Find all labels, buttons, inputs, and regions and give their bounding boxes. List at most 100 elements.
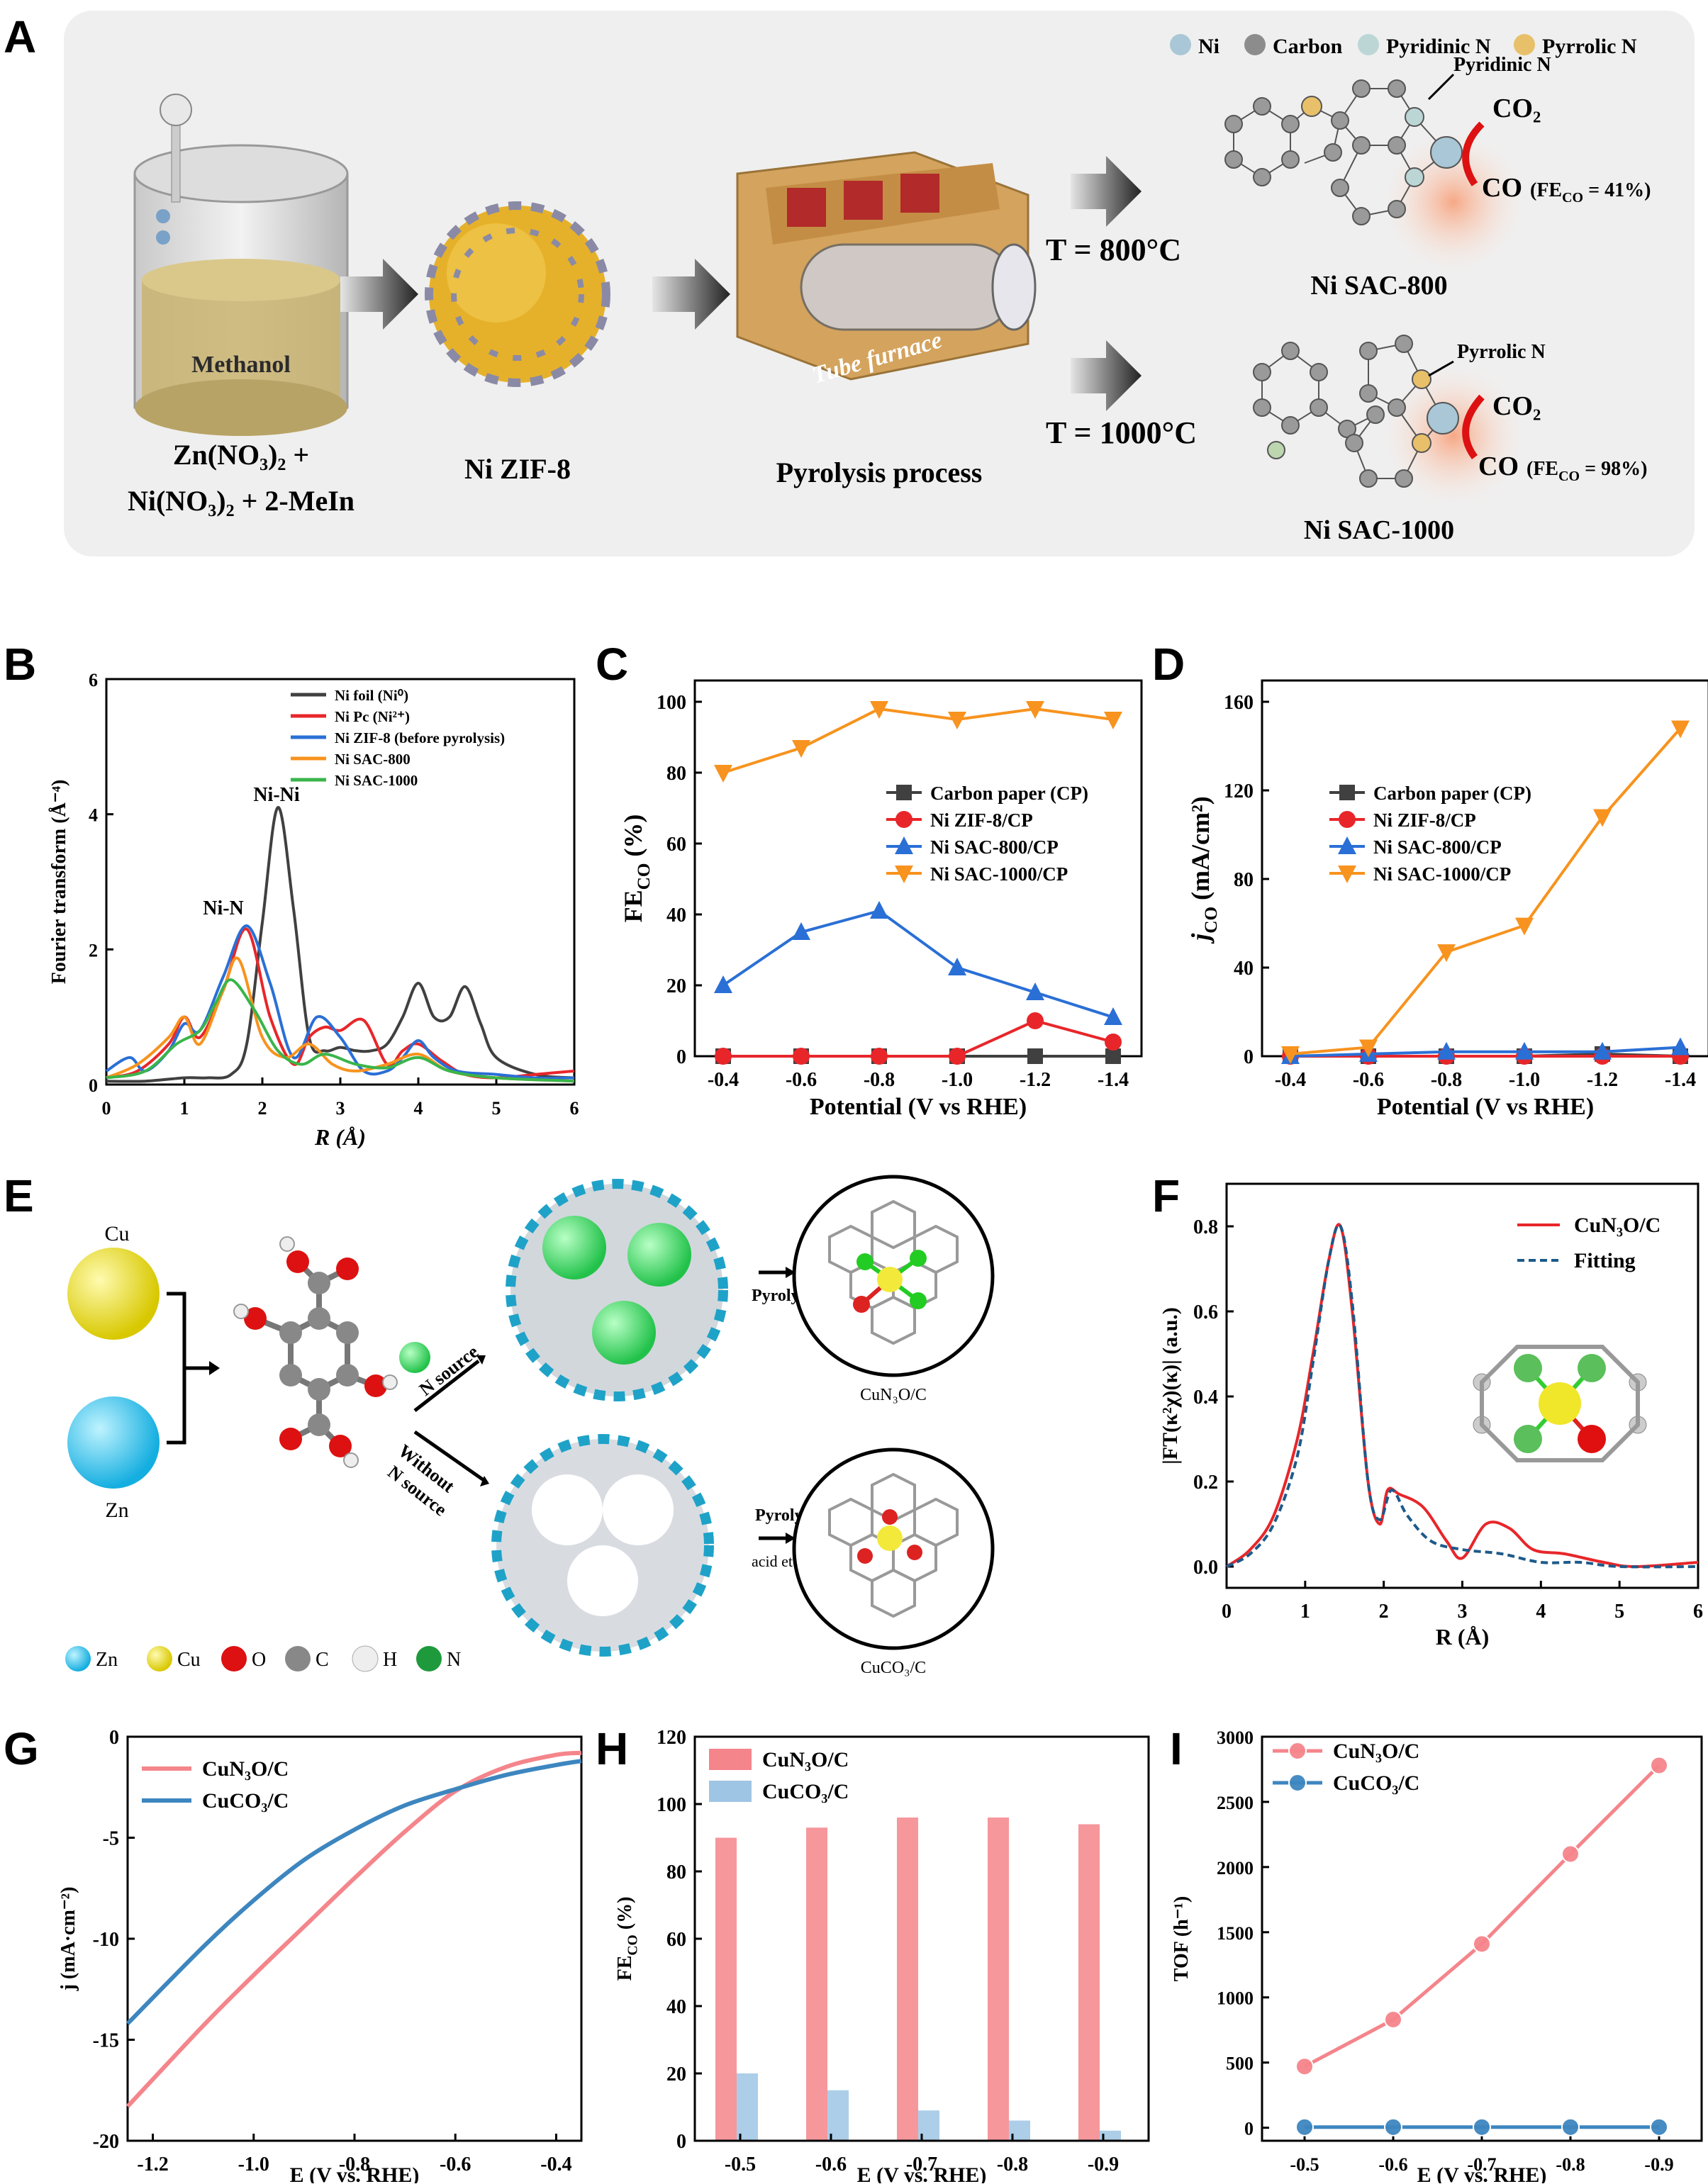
legend-marker (895, 811, 912, 828)
arrow-icon (340, 259, 418, 330)
panel-label-h: H (596, 1723, 629, 1774)
inset-n-atom (1578, 1354, 1606, 1382)
zn-label: Zn (105, 1499, 128, 1522)
precursor-line2: Ni(NO₃)₂ + 2-MeIn (128, 485, 355, 517)
data-point (792, 740, 810, 758)
plot-frame (126, 1735, 583, 2142)
y-tick-label: 3000 (1217, 1727, 1254, 1748)
legend-label: CuN₃O/C (1333, 1740, 1419, 1763)
bar (897, 1818, 918, 2141)
y-tick-label: 1500 (1217, 1923, 1254, 1944)
x-tick-label: -0.8 (1431, 1069, 1462, 1091)
series-line-1 (723, 1019, 1114, 1058)
svg-text:N: N (447, 1649, 461, 1671)
bar (988, 1818, 1009, 2141)
x-tick-label: -0.8 (997, 2154, 1028, 2175)
bracket (167, 1292, 186, 1445)
legend-label: Carbon paper (CP) (1373, 783, 1531, 804)
co-1000: CO (1478, 452, 1519, 481)
y-axis-label: FECO (%) (619, 814, 654, 923)
bar (827, 2090, 849, 2141)
legend-label: CuCO₃/C (202, 1789, 289, 1813)
series-line-cun3o (1225, 1223, 1699, 1569)
y-tick-label: 60 (666, 834, 686, 856)
x-tick-label: 6 (570, 1098, 579, 1119)
data-point (1650, 1756, 1668, 1775)
x-tick-label: -0.4 (708, 1069, 739, 1091)
y-tick-label: 40 (1234, 958, 1254, 980)
data-point (1437, 1041, 1456, 1060)
legend-pyrrolic: Pyrrolic N (1542, 35, 1637, 58)
n-icon (416, 1646, 442, 1671)
arrow-head-icon (209, 1361, 220, 1375)
legend-label: Ni ZIF-8/CP (930, 810, 1033, 831)
data-point (714, 765, 732, 783)
legend-marker (895, 836, 913, 854)
legend-label: Fitting (1574, 1249, 1636, 1272)
x-axis-label: R (Å) (1436, 1624, 1490, 1650)
data-point (1561, 1844, 1580, 1864)
legend-label: Ni SAC-800 (335, 751, 411, 768)
data-point (1593, 809, 1612, 827)
product1-label: CuN₃O/C (860, 1386, 927, 1404)
y-tick-label: 0 (1244, 2119, 1254, 2139)
legend-label: Carbon paper (CP) (930, 783, 1088, 804)
reaction-arrow-icon (1462, 121, 1485, 186)
panel-a-schematic: Methanol Zn(NO₃)₂ + Ni(NO₃)₂ + 2-MeIn Ni… (64, 11, 1695, 556)
y-tick-label: 0.8 (1193, 1216, 1218, 1238)
x-axis-label: E (V vs. RHE) (1417, 2163, 1547, 2183)
chart-b: 0 1 2 3 4 5 6 0 2 4 6 Ni foil (Ni⁰) Ni Pc (Ni²⁺) Ni Z… (48, 670, 579, 1148)
y-axis-label: j (mA·cm⁻²) (57, 1887, 79, 1992)
x-tick-label: -0.7 (1467, 2154, 1496, 2175)
x-tick-label: -0.6 (1353, 1069, 1384, 1091)
y-tick-label: 2 (89, 940, 98, 961)
series-line-4 (106, 978, 575, 1083)
data-point (1104, 712, 1122, 729)
y-tick-label: 20 (666, 2063, 686, 2085)
legend-label: CuN₃O/C (1574, 1214, 1660, 1237)
data-point (792, 922, 810, 940)
y-tick-label: 2000 (1217, 1858, 1254, 1878)
data-point (1671, 1037, 1690, 1055)
y-tick-label: 0 (676, 2131, 686, 2153)
legend-label: Ni SAC-1000/CP (1373, 863, 1511, 885)
arrow-icon (1071, 156, 1142, 227)
fe-800: (FECO = 41%) (1530, 179, 1651, 206)
x-tick-label: 4 (1536, 1601, 1546, 1623)
data-point (1295, 2057, 1314, 2076)
bar (715, 1837, 737, 2141)
legend-label: CuN₃O/C (762, 1748, 849, 1771)
co2-800: CO₂ (1492, 94, 1541, 123)
data-point (715, 1048, 732, 1065)
pointer-arrow (1428, 360, 1454, 377)
data-point (871, 1048, 888, 1065)
legend-label: Ni foil (Ni⁰) (335, 687, 408, 704)
chart-d: -0.4 -0.6 -0.8 -1.0 -1.2 -1.4 0 40 80 120 160 Carbo… (1186, 679, 1708, 1120)
mof-with-n-illustration (506, 1179, 728, 1401)
bar (1078, 1824, 1100, 2141)
svg-text:Zn: Zn (96, 1649, 118, 1671)
atom-legend: Ni Carbon Pyridinic N Pyrrolic N (1170, 34, 1637, 58)
reaction-arrow-icon (1462, 394, 1485, 459)
temp-800: T = 800°C (1046, 233, 1181, 267)
chart-g: -1.2 -1.0 -0.8 -0.6 -0.4 -20 -15 -10 -5 0 CuN₃O/C C… (57, 1727, 583, 2183)
data-point (1515, 1041, 1534, 1060)
y-axis-label: Fourier transform (Å⁻⁴) (48, 780, 70, 985)
series-line-3 (722, 707, 1114, 774)
pyridinic-n-icon (1358, 34, 1379, 55)
legend-label: Ni SAC-1000/CP (930, 863, 1068, 885)
legend-marker (1288, 1742, 1307, 1760)
fe-1000: (FECO = 98%) (1526, 458, 1647, 484)
x-tick-label: -0.9 (1088, 2154, 1119, 2175)
x-tick-label: -0.8 (1556, 2154, 1585, 2175)
svg-text:O: O (252, 1649, 266, 1671)
x-tick-label: -0.8 (339, 2154, 370, 2175)
series-line-0 (125, 1750, 582, 2108)
data-point (714, 975, 732, 993)
y-tick-label: 40 (666, 905, 686, 926)
x-tick-label: 2 (1379, 1601, 1389, 1623)
panel-label-f: F (1152, 1170, 1180, 1221)
series-line-3 (1290, 727, 1682, 1055)
panel-e-schematic: Cu Zn N source Without N source (65, 1175, 995, 1677)
inset-cu-atom (1539, 1382, 1581, 1425)
